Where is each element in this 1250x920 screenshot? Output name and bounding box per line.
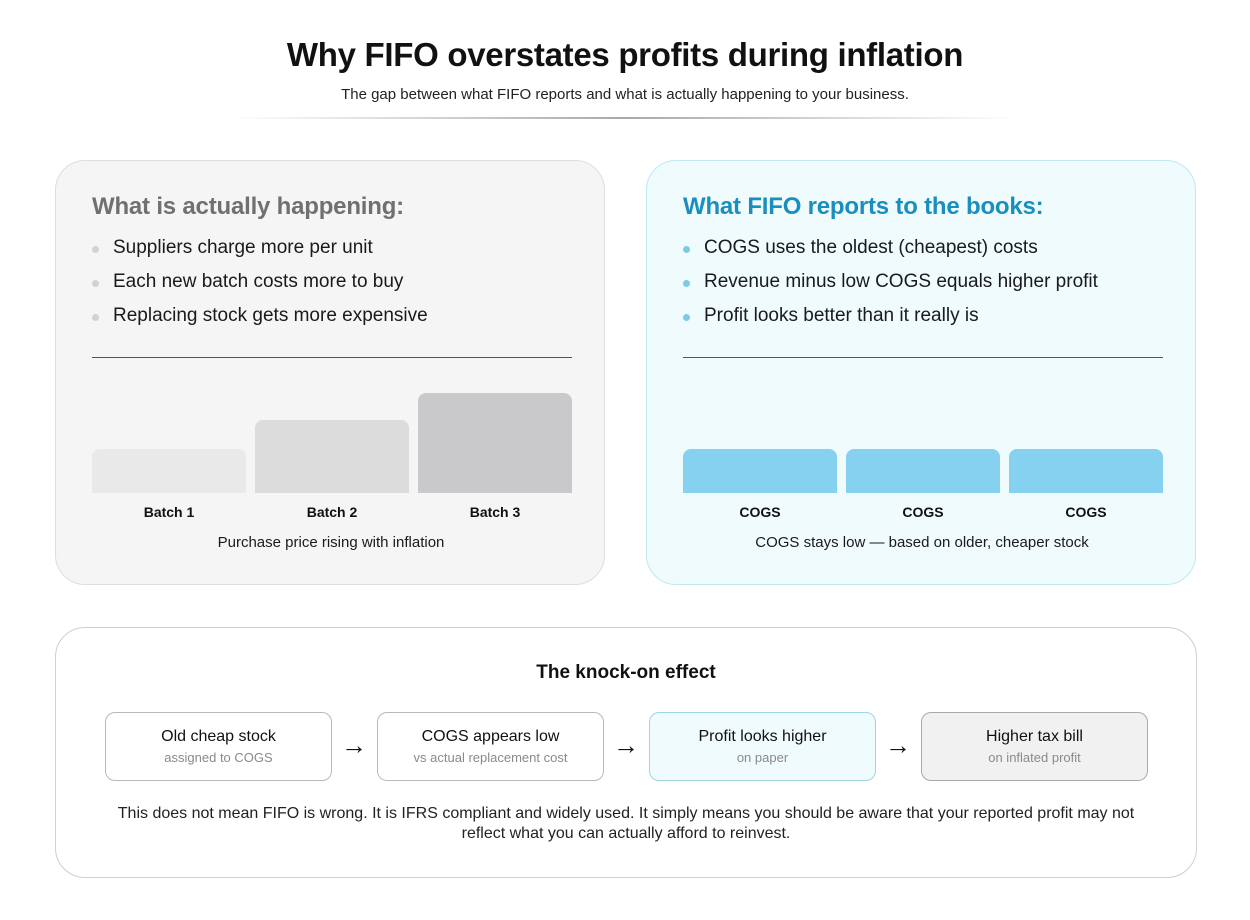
- list-item: Replacing stock gets more expensive: [92, 305, 428, 339]
- bullet-dot-icon: [683, 314, 690, 321]
- list-item-text: Suppliers charge more per unit: [113, 237, 373, 258]
- bar-batch-3: [418, 393, 572, 493]
- cogs-bar-chart: [683, 371, 1164, 493]
- bullet-dot-icon: [92, 314, 99, 321]
- fifo-reports-panel: What FIFO reports to the books: COGS use…: [646, 160, 1196, 585]
- bullet-dot-icon: [92, 246, 99, 253]
- fifo-reports-heading: What FIFO reports to the books:: [683, 193, 1044, 220]
- knock-on-effect-panel: The knock-on effect Old cheap stock assi…: [55, 627, 1197, 878]
- bar-label-cogs-3: COGS: [1065, 504, 1107, 520]
- step-old-cheap-stock: Old cheap stock assigned to COGS: [105, 712, 332, 781]
- list-item: Suppliers charge more per unit: [92, 237, 428, 271]
- list-item-text: Each new batch costs more to buy: [113, 271, 404, 292]
- list-item-text: Revenue minus low COGS equals higher pro…: [704, 271, 1098, 292]
- panel-divider: [683, 357, 1163, 358]
- bullet-dot-icon: [683, 280, 690, 287]
- list-item: Revenue minus low COGS equals higher pro…: [683, 271, 1098, 305]
- step-title: Old cheap stock: [161, 728, 276, 745]
- bar-cogs-1: [683, 449, 837, 493]
- step-subtitle: on inflated profit: [988, 750, 1081, 765]
- list-item-text: Replacing stock gets more expensive: [113, 305, 428, 326]
- step-title: Higher tax bill: [986, 728, 1083, 745]
- knock-on-title: The knock-on effect: [536, 662, 716, 683]
- step-higher-tax-bill: Higher tax bill on inflated profit: [921, 712, 1148, 781]
- arrow-right-icon: →: [885, 730, 911, 760]
- step-profit-looks-higher: Profit looks higher on paper: [649, 712, 876, 781]
- bar-label-batch-3: Batch 3: [469, 504, 521, 520]
- purchase-price-bar-chart: [92, 371, 573, 493]
- list-item: Profit looks better than it really is: [683, 305, 1098, 339]
- page-title: Why FIFO overstates profits during infla…: [286, 36, 964, 73]
- bar-batch-1: [92, 449, 246, 493]
- bar-cogs-3: [1009, 449, 1163, 493]
- bar-label-batch-2: Batch 2: [306, 504, 358, 520]
- bullet-dot-icon: [92, 280, 99, 287]
- actual-happening-panel: What is actually happening: Suppliers ch…: [55, 160, 605, 585]
- bar-batch-2: [255, 420, 409, 493]
- knock-on-footnote: This does not mean FIFO is wrong. It is …: [117, 805, 1135, 842]
- arrow-right-icon: →: [341, 730, 367, 760]
- panel-divider: [92, 357, 572, 358]
- step-title: Profit looks higher: [698, 728, 827, 745]
- bar-label-cogs-2: COGS: [902, 504, 944, 520]
- bar-label-batch-1: Batch 1: [143, 504, 195, 520]
- actual-happening-list: Suppliers charge more per unit Each new …: [92, 237, 428, 339]
- step-title: COGS appears low: [421, 728, 560, 745]
- bar-cogs-2: [846, 449, 1000, 493]
- page-subtitle: The gap between what FIFO reports and wh…: [341, 86, 909, 103]
- arrow-right-icon: →: [613, 730, 639, 760]
- title-divider: [230, 117, 1020, 119]
- step-subtitle: assigned to COGS: [164, 750, 273, 765]
- actual-happening-caption: Purchase price rising with inflation: [217, 534, 445, 551]
- step-subtitle: on paper: [736, 750, 789, 765]
- bar-label-cogs-1: COGS: [739, 504, 781, 520]
- bullet-dot-icon: [683, 246, 690, 253]
- list-item-text: Profit looks better than it really is: [704, 305, 979, 326]
- step-subtitle: vs actual replacement cost: [413, 750, 568, 765]
- list-item: COGS uses the oldest (cheapest) costs: [683, 237, 1098, 271]
- fifo-reports-list: COGS uses the oldest (cheapest) costs Re…: [683, 237, 1098, 339]
- step-cogs-appears-low: COGS appears low vs actual replacement c…: [377, 712, 604, 781]
- fifo-reports-caption: COGS stays low — based on older, cheaper…: [755, 534, 1089, 551]
- list-item-text: COGS uses the oldest (cheapest) costs: [704, 237, 1038, 258]
- list-item: Each new batch costs more to buy: [92, 271, 428, 305]
- actual-happening-heading: What is actually happening:: [92, 193, 404, 220]
